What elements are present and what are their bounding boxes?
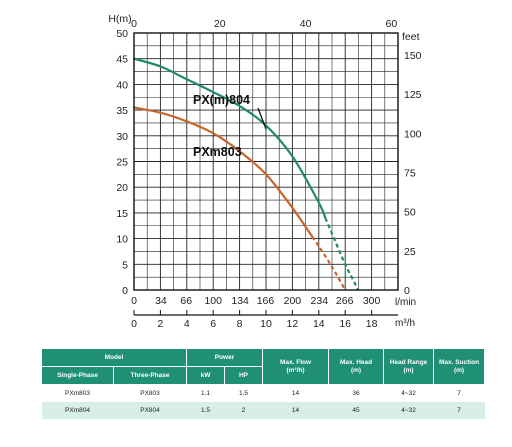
y-tick-label: 45 bbox=[116, 54, 128, 66]
lpm-tick-label: 134 bbox=[231, 295, 249, 307]
m3h-tick-label: 10 bbox=[260, 318, 272, 330]
cell-max-head: 45 bbox=[328, 402, 384, 419]
cell-max-flow: 14 bbox=[262, 402, 329, 419]
header-max-suction-text: Max. Suction (m) bbox=[438, 358, 480, 374]
m3h-tick-label: 14 bbox=[313, 318, 325, 330]
top-tick-label: 40 bbox=[300, 18, 312, 30]
chart-grid bbox=[133, 32, 399, 291]
chart-frame bbox=[133, 32, 399, 316]
cell-three-phase: PX804 bbox=[113, 402, 187, 419]
lpm-tick-label: 266 bbox=[336, 295, 354, 307]
header-model: Model bbox=[41, 348, 187, 367]
chart-curves bbox=[132, 57, 360, 291]
cell-head-range: 4~32 bbox=[383, 402, 434, 419]
right-tick-label: 100 bbox=[404, 128, 422, 140]
y-tick-label: 30 bbox=[116, 131, 128, 143]
pump-performance-chart: H(m) feet l/min m³/h PX(m)804 PXm803 0 5 1… bbox=[108, 13, 421, 330]
right-tick-label: 150 bbox=[404, 50, 422, 62]
cell-three-phase: PX803 bbox=[113, 384, 187, 402]
header-max-flow: Max. Flow (m³/h) bbox=[262, 348, 330, 385]
right-tick-label: 75 bbox=[404, 167, 416, 179]
cell-kw: 1.1 bbox=[186, 384, 225, 402]
lpm-tick-label: 100 bbox=[204, 295, 222, 307]
lpm-tick-label: 300 bbox=[363, 295, 381, 307]
series-line-dashed-0 bbox=[324, 217, 360, 291]
y-tick-label: 10 bbox=[116, 234, 128, 246]
cell-max-suction: 7 bbox=[433, 402, 485, 419]
series-line-dashed-1 bbox=[311, 236, 347, 291]
y-tick-label: 40 bbox=[116, 79, 128, 91]
series-label-px804: PX(m)804 bbox=[193, 93, 250, 107]
y-axis-label-left: H(m) bbox=[108, 13, 131, 25]
y-tick-label: 25 bbox=[116, 157, 128, 169]
spec-table: Model Power Max. Flow (m³/h) Max. Head (… bbox=[41, 348, 486, 419]
series-label-pxm803: PXm803 bbox=[193, 145, 242, 159]
plot-border bbox=[133, 32, 399, 291]
table-row: PXm804 PX804 1.5 2 14 45 4~32 7 bbox=[41, 402, 485, 419]
m3h-tick-label: 18 bbox=[366, 318, 378, 330]
y-tick-label: 20 bbox=[116, 182, 128, 194]
cell-hp: 2 bbox=[224, 402, 263, 419]
top-tick-label: 60 bbox=[386, 18, 398, 30]
label-leader-line bbox=[257, 107, 267, 130]
x-axis-unit-m3h: m³/h bbox=[395, 318, 415, 329]
x-axis-unit-lpm: l/min bbox=[395, 297, 416, 308]
y-tick-label: 15 bbox=[116, 208, 128, 220]
lpm-tick-label: 66 bbox=[180, 295, 192, 307]
header-max-flow-text: Max. Flow (m³/h) bbox=[279, 358, 312, 374]
m3h-tick-label: 0 bbox=[131, 318, 137, 330]
right-tick-label: 25 bbox=[404, 246, 416, 258]
cell-head-range: 4~32 bbox=[383, 384, 434, 402]
right-tick-label: 0 bbox=[404, 285, 410, 297]
header-kw: kW bbox=[186, 366, 225, 385]
lpm-tick-label: 34 bbox=[155, 295, 167, 307]
m3h-tick-label: 12 bbox=[287, 318, 299, 330]
cell-max-head: 36 bbox=[328, 384, 384, 402]
series-line-1 bbox=[132, 106, 314, 238]
lpm-tick-label: 234 bbox=[311, 295, 329, 307]
cell-hp: 1.5 bbox=[224, 384, 263, 402]
header-power: Power bbox=[185, 348, 264, 367]
chart-text: H(m) feet l/min m³/h PX(m)804 PXm803 0 5 1… bbox=[108, 13, 421, 330]
y-axis-label-right: feet bbox=[402, 31, 420, 43]
header-three-phase: Three-Phase bbox=[113, 366, 187, 385]
cell-kw: 1.5 bbox=[186, 402, 225, 419]
header-max-suction: Max. Suction (m) bbox=[433, 348, 486, 385]
header-head-range: Head Range (m) bbox=[383, 348, 435, 385]
top-tick-label: 0 bbox=[131, 18, 137, 30]
lpm-tick-label: 166 bbox=[257, 295, 275, 307]
cell-max-suction: 7 bbox=[433, 384, 485, 402]
header-hp: HP bbox=[223, 366, 264, 385]
m3h-tick-label: 2 bbox=[157, 318, 163, 330]
y-tick-label: 35 bbox=[116, 105, 128, 117]
m3h-tick-label: 16 bbox=[339, 318, 351, 330]
lpm-tick-label: 200 bbox=[284, 295, 302, 307]
lpm-tick-label: 0 bbox=[131, 295, 137, 307]
cell-max-flow: 14 bbox=[262, 384, 329, 402]
cell-single-phase: PXm804 bbox=[41, 402, 114, 419]
y-tick-label: 0 bbox=[122, 285, 128, 297]
header-head-range-text: Head Range (m) bbox=[389, 358, 428, 374]
top-tick-label: 20 bbox=[214, 18, 226, 30]
m3h-tick-label: 8 bbox=[237, 318, 243, 330]
header-max-head: Max. Head (m) bbox=[328, 348, 385, 385]
series-line-0 bbox=[132, 57, 327, 220]
cell-single-phase: PXm803 bbox=[41, 384, 114, 402]
right-tick-label: 50 bbox=[404, 207, 416, 219]
right-tick-label: 125 bbox=[404, 89, 422, 101]
y-tick-label: 50 bbox=[116, 28, 128, 40]
header-max-head-text: Max. Head (m) bbox=[339, 358, 373, 374]
header-single-phase: Single-Phase bbox=[41, 366, 114, 385]
m3h-tick-label: 4 bbox=[184, 318, 190, 330]
y-tick-label: 5 bbox=[122, 259, 128, 271]
m3h-tick-label: 6 bbox=[210, 318, 216, 330]
table-row: PXm803 PX803 1.1 1.5 14 36 4~32 7 bbox=[41, 384, 485, 402]
